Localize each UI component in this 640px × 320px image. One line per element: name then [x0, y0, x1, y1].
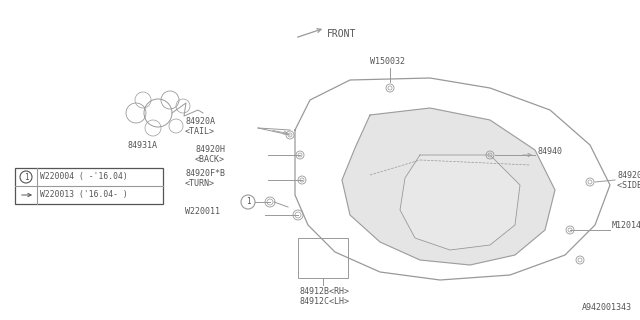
Polygon shape	[400, 155, 520, 250]
Polygon shape	[342, 108, 555, 265]
Bar	[298, 238, 348, 278]
Text: 84920A: 84920A	[617, 172, 640, 180]
Text: A942001343: A942001343	[582, 303, 632, 312]
Text: <TURN>: <TURN>	[185, 180, 215, 188]
Text: 84912B<RH>: 84912B<RH>	[300, 287, 350, 297]
Text: <BACK>: <BACK>	[195, 156, 225, 164]
Text: M120143: M120143	[612, 221, 640, 230]
Text: 84920A: 84920A	[185, 117, 215, 126]
Text: 84920F*B: 84920F*B	[185, 170, 225, 179]
Text: W220013 ('16.04- ): W220013 ('16.04- )	[40, 190, 128, 199]
Text: <TAIL>: <TAIL>	[185, 127, 215, 137]
Text: W220004 ( -'16.04): W220004 ( -'16.04)	[40, 172, 128, 181]
Text: 1: 1	[24, 172, 28, 181]
Text: W150032: W150032	[370, 58, 405, 67]
Text: 84940: 84940	[538, 148, 563, 156]
Text: <SIDE MARKER>: <SIDE MARKER>	[617, 181, 640, 190]
Bar	[15, 168, 163, 204]
Text: 84912C<LH>: 84912C<LH>	[300, 297, 350, 306]
Text: 84920H: 84920H	[195, 146, 225, 155]
Text: W220011: W220011	[185, 207, 220, 217]
Text: 1: 1	[246, 197, 250, 206]
Text: 84931A: 84931A	[128, 141, 158, 150]
Text: FRONT: FRONT	[327, 29, 356, 39]
